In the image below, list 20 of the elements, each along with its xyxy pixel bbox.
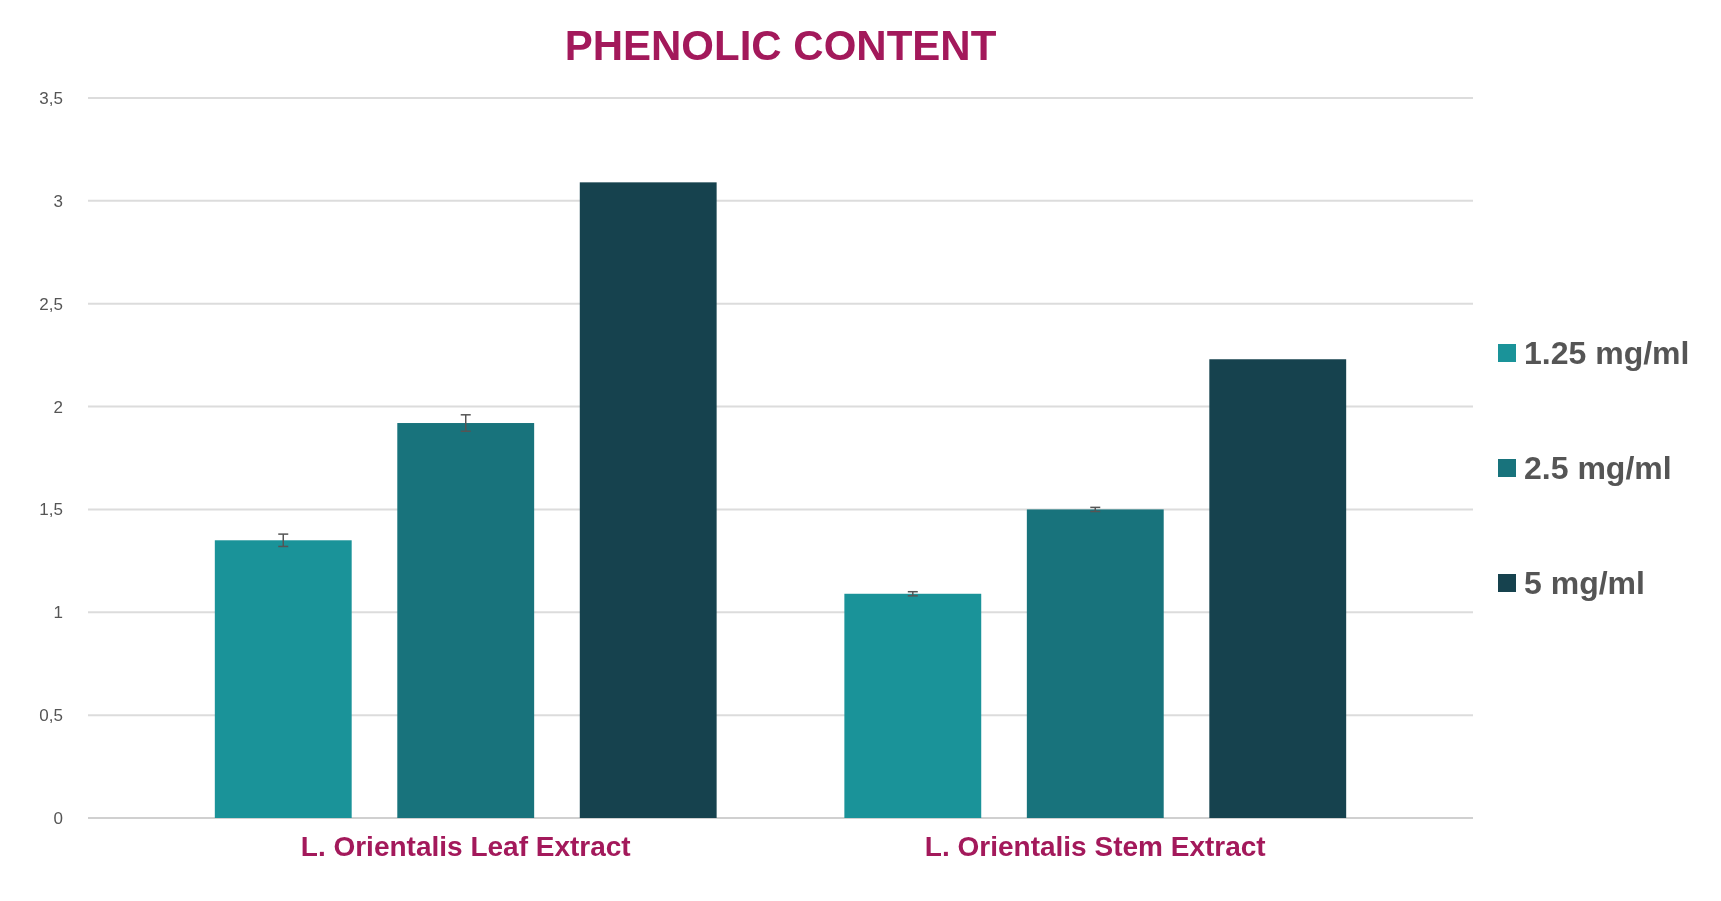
legend-label: 5 mg/ml xyxy=(1524,565,1645,602)
x-tick-label: L. Orientalis Leaf Extract xyxy=(300,831,631,862)
y-tick-label: 1 xyxy=(53,603,63,623)
bar xyxy=(579,182,717,818)
y-tick-label: 2 xyxy=(53,397,63,417)
bar xyxy=(844,593,982,818)
y-tick-label: 0,5 xyxy=(39,706,63,726)
bar xyxy=(397,423,535,818)
y-tick-label: 0 xyxy=(53,808,63,828)
y-tick-label: 3,5 xyxy=(39,88,63,108)
bar xyxy=(1026,509,1164,818)
y-tick-label: 1,5 xyxy=(39,500,63,520)
bar xyxy=(1209,359,1347,818)
y-tick-label: 2,5 xyxy=(39,294,63,314)
chart-title: PHENOLIC CONTENT xyxy=(564,22,997,69)
legend-label: 1.25 mg/ml xyxy=(1524,335,1690,372)
bar xyxy=(214,540,352,818)
x-tick-label: L. Orientalis Stem Extract xyxy=(924,831,1266,862)
y-tick-label: 3 xyxy=(53,191,63,211)
legend-label: 2.5 mg/ml xyxy=(1524,450,1672,487)
